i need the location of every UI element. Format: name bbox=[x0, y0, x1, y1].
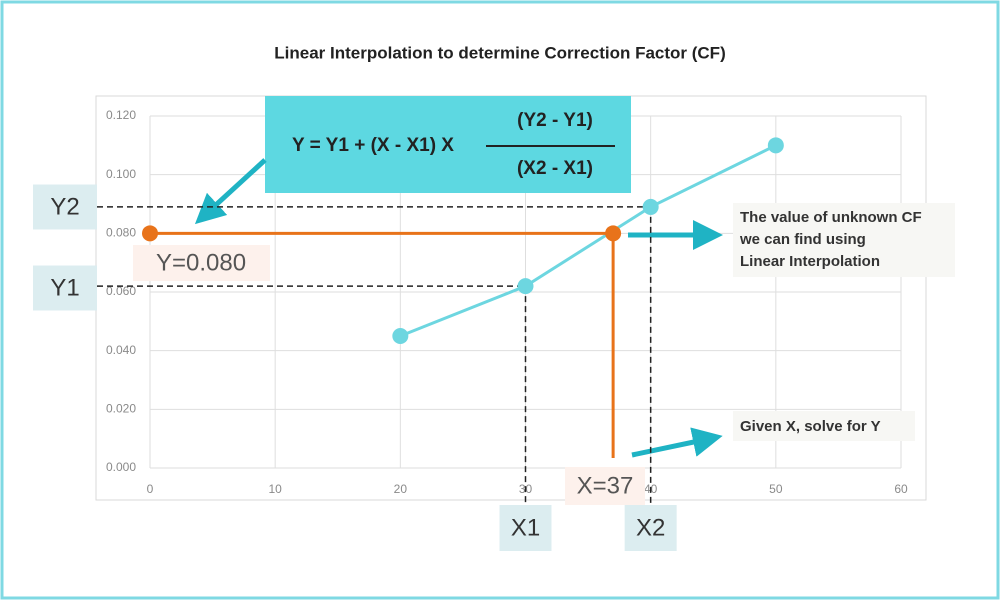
x-tick-label: 50 bbox=[769, 482, 783, 496]
x-tick-label: 10 bbox=[268, 482, 282, 496]
callout-text: Given X, solve for Y bbox=[740, 418, 881, 435]
arrow bbox=[631, 427, 723, 458]
arrow bbox=[194, 158, 267, 225]
x-tick-label: 0 bbox=[147, 482, 154, 496]
y-value-label: Y=0.080 bbox=[156, 249, 246, 276]
callout-text: Linear Interpolation bbox=[740, 253, 880, 270]
data-point bbox=[392, 328, 409, 344]
x-guide-label: X1 bbox=[511, 514, 540, 541]
y-tick-label: 0.020 bbox=[106, 402, 136, 416]
y-tick-label: 0.000 bbox=[106, 460, 136, 474]
formula-numerator: (Y2 - Y1) bbox=[517, 110, 593, 131]
x-label-box bbox=[565, 467, 645, 505]
y-tick-label: 0.100 bbox=[106, 167, 136, 181]
y-guide-label: Y2 bbox=[50, 193, 79, 220]
data-point bbox=[767, 137, 784, 154]
x-guide-label-box bbox=[624, 505, 677, 551]
y-guide-label-box bbox=[33, 265, 97, 311]
y-guide-label: Y1 bbox=[50, 274, 79, 301]
highlight-start bbox=[142, 225, 158, 242]
y-guide-label-box bbox=[33, 184, 97, 230]
x-guide-label: X2 bbox=[636, 514, 665, 541]
y-tick-label: 0.060 bbox=[106, 284, 136, 298]
x-tick-label: 20 bbox=[394, 482, 408, 496]
formula-denominator: (X2 - X1) bbox=[517, 158, 593, 179]
x-tick-label: 60 bbox=[894, 482, 908, 496]
formula-lhs: Y = Y1 + (X - X1) X bbox=[292, 135, 454, 156]
y-label-box bbox=[133, 245, 270, 281]
x-value-label: X=37 bbox=[577, 472, 634, 499]
data-point bbox=[517, 278, 534, 295]
formula-box bbox=[265, 96, 631, 193]
data-point bbox=[642, 198, 659, 215]
chart-title: Linear Interpolation to determine Correc… bbox=[274, 43, 725, 62]
data-line bbox=[399, 143, 777, 338]
callout-box bbox=[733, 203, 955, 277]
callout-text: we can find using bbox=[739, 231, 866, 248]
y-tick-label: 0.080 bbox=[106, 226, 136, 240]
y-tick-label: 0.120 bbox=[106, 108, 136, 122]
highlight-point bbox=[605, 225, 622, 242]
y-tick-label: 0.040 bbox=[106, 343, 136, 357]
callout-box bbox=[733, 411, 915, 441]
x-guide-label-box bbox=[499, 505, 552, 551]
callout-text: The value of unknown CF bbox=[740, 209, 922, 226]
